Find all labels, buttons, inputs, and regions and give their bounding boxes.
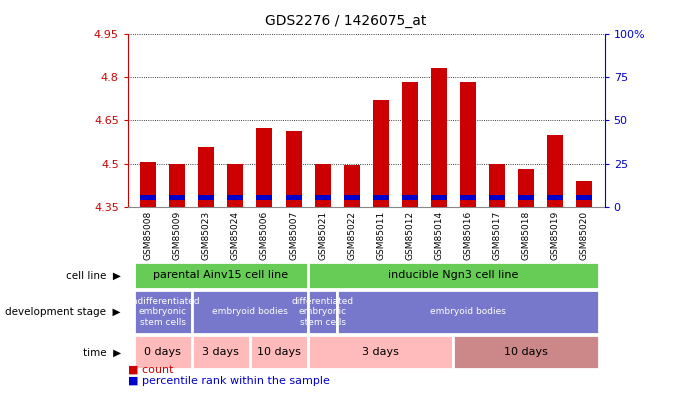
Text: GSM85023: GSM85023	[202, 211, 211, 260]
Bar	[198, 147, 214, 207]
Text: GSM85009: GSM85009	[173, 211, 182, 260]
Bar	[250, 335, 308, 369]
Bar	[453, 335, 599, 369]
Text: undifferentiated
embryonic
stem cells: undifferentiated embryonic stem cells	[126, 297, 200, 327]
Bar	[547, 135, 563, 207]
Bar	[402, 82, 418, 207]
Text: GSM85007: GSM85007	[289, 211, 298, 260]
Text: GSM85018: GSM85018	[522, 211, 531, 260]
Bar	[169, 164, 185, 207]
Bar	[431, 68, 447, 207]
Bar	[431, 195, 447, 200]
Bar	[192, 290, 308, 334]
Text: development stage  ▶: development stage ▶	[6, 307, 121, 317]
Bar	[343, 195, 360, 200]
Bar	[314, 195, 330, 200]
Bar	[256, 128, 272, 207]
Bar	[140, 162, 156, 207]
Text: inducible Ngn3 cell line: inducible Ngn3 cell line	[388, 271, 519, 280]
Bar	[518, 195, 534, 200]
Text: embryoid bodies: embryoid bodies	[430, 307, 506, 316]
Text: ■ count: ■ count	[128, 364, 173, 374]
Text: ■ percentile rank within the sample: ■ percentile rank within the sample	[128, 375, 330, 386]
Bar	[133, 290, 192, 334]
Bar	[285, 130, 301, 207]
Text: 10 days: 10 days	[504, 347, 548, 357]
Text: embryoid bodies: embryoid bodies	[212, 307, 288, 316]
Bar	[489, 164, 505, 207]
Text: GSM85016: GSM85016	[464, 211, 473, 260]
Bar	[285, 195, 301, 200]
Text: GSM85021: GSM85021	[318, 211, 327, 260]
Text: GSM85011: GSM85011	[377, 211, 386, 260]
Text: differentiated
embryonic
stem cells: differentiated embryonic stem cells	[292, 297, 354, 327]
Text: 0 days: 0 days	[144, 347, 181, 357]
Text: GSM85017: GSM85017	[493, 211, 502, 260]
Text: GSM85008: GSM85008	[144, 211, 153, 260]
Bar	[140, 195, 156, 200]
Bar	[308, 262, 599, 289]
Bar	[198, 195, 214, 200]
Bar	[576, 195, 592, 200]
Bar	[402, 195, 418, 200]
Bar	[192, 335, 250, 369]
Text: GSM85014: GSM85014	[435, 211, 444, 260]
Bar	[518, 169, 534, 207]
Bar	[460, 82, 476, 207]
Bar	[314, 164, 330, 207]
Bar	[460, 195, 476, 200]
Bar	[337, 290, 599, 334]
Text: GSM85012: GSM85012	[406, 211, 415, 260]
Bar	[372, 195, 389, 200]
Text: time  ▶: time ▶	[83, 347, 121, 357]
Bar	[343, 165, 360, 207]
Text: GSM85006: GSM85006	[260, 211, 269, 260]
Bar	[227, 164, 243, 207]
Text: 3 days: 3 days	[202, 347, 239, 357]
Bar	[256, 195, 272, 200]
Text: 3 days: 3 days	[362, 347, 399, 357]
Bar	[372, 100, 389, 207]
Bar	[308, 290, 337, 334]
Text: parental Ainv15 cell line: parental Ainv15 cell line	[153, 271, 288, 280]
Bar	[308, 335, 453, 369]
Bar	[547, 195, 563, 200]
Bar	[489, 195, 505, 200]
Text: 10 days: 10 days	[257, 347, 301, 357]
Text: cell line  ▶: cell line ▶	[66, 271, 121, 280]
Text: GSM85019: GSM85019	[551, 211, 560, 260]
Bar	[576, 181, 592, 207]
Text: GSM85022: GSM85022	[347, 211, 356, 260]
Bar	[227, 195, 243, 200]
Bar	[133, 335, 192, 369]
Bar	[169, 195, 185, 200]
Text: GSM85024: GSM85024	[231, 211, 240, 260]
Text: GSM85020: GSM85020	[580, 211, 589, 260]
Text: GDS2276 / 1426075_at: GDS2276 / 1426075_at	[265, 14, 426, 28]
Bar	[133, 262, 308, 289]
